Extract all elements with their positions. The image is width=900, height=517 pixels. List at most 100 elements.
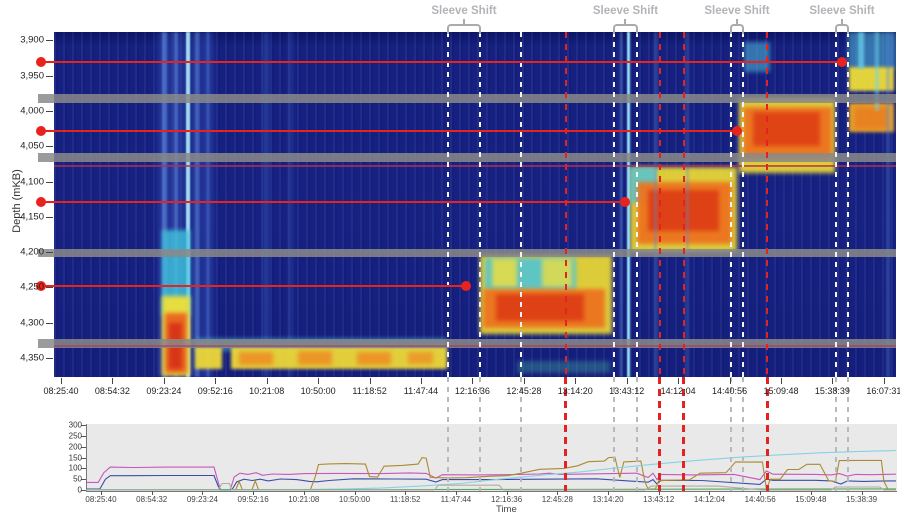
sleeve-shift-label: Sleeve Shift [704, 5, 770, 17]
depth-marker-line [41, 284, 466, 287]
heat-region [874, 32, 880, 112]
casing-gray-bar [38, 338, 896, 349]
heat-region [848, 32, 896, 69]
heat-region [230, 346, 448, 369]
event-dashed-line-white [612, 32, 615, 377]
event-dashed-line-red [766, 32, 768, 377]
bottom-time-tick [608, 491, 610, 495]
heat-region [186, 32, 190, 377]
time-tick [575, 378, 577, 384]
heat-region [407, 352, 433, 364]
depth-tick [46, 111, 53, 113]
time-tick [780, 378, 782, 384]
casing-gray-bar [38, 248, 896, 258]
event-dashed-line-white [834, 32, 837, 377]
time-tick-label: 10:50:00 [300, 386, 336, 396]
bottom-time-tick-label: 11:47:44 [440, 495, 472, 504]
depth-tick-label: 4,000 [20, 105, 44, 117]
casing-gray-bar [38, 152, 896, 162]
heat-region [194, 346, 223, 369]
event-dashed-line-white [729, 32, 732, 377]
event-dashed-line-red-bottom [564, 377, 568, 491]
depth-marker-dot-left [36, 56, 46, 67]
maroon-depth-line [54, 344, 896, 347]
event-dashed-line-gray [520, 377, 522, 491]
bottom-time-tick [760, 491, 762, 495]
bottom-time-tick-label: 09:23:24 [186, 495, 218, 504]
time-tick [883, 378, 885, 384]
time-tick [729, 378, 731, 384]
time-tick-label: 14:12:04 [660, 386, 696, 396]
bottom-time-tick-label: 10:50:00 [338, 495, 371, 504]
time-tick [369, 378, 371, 384]
series-line-magenta [86, 466, 896, 491]
depth-tick-label: 4,100 [20, 176, 44, 188]
bottom-time-tick-label: 11:18:52 [389, 495, 421, 504]
time-tick [215, 378, 217, 384]
depth-tick-label: 4,050 [20, 140, 44, 152]
depth-tick [46, 146, 53, 148]
time-tick-label: 15:38:39 [814, 386, 850, 396]
waterfall-heatmap [54, 32, 896, 377]
bottom-time-tick-label: 09:52:16 [237, 495, 269, 504]
flow-tick [81, 490, 86, 491]
maroon-depth-line [54, 165, 896, 168]
depth-tick [46, 287, 53, 289]
flow-tick-label: 0 [77, 485, 82, 495]
series-line-cyan [86, 449, 896, 491]
time-tick-label: 13:14:20 [557, 386, 593, 396]
time-tick [678, 378, 680, 384]
sleeve-shift-bracket [612, 24, 638, 34]
bottom-time-tick [506, 491, 508, 495]
bottom-time-tick [354, 491, 356, 495]
flow-tick-label: 200 [68, 442, 82, 452]
time-tick [163, 378, 165, 384]
time-tick-label: 13:43:12 [609, 386, 645, 396]
sleeve-shift-bracket [834, 24, 849, 34]
heat-region [744, 41, 770, 73]
event-dashed-line-white [636, 32, 638, 377]
depth-tick-label: 4,200 [20, 246, 44, 258]
time-tick-label: 16:07:31 [866, 386, 900, 396]
event-dashed-line-red [682, 32, 685, 377]
heat-region [885, 32, 891, 377]
event-dashed-line-white [446, 32, 449, 377]
depth-marker-line [41, 201, 625, 204]
heat-region [357, 352, 391, 365]
heat-region [195, 32, 199, 377]
bottom-time-tick [658, 491, 660, 495]
depth-tick-label: 4,250 [20, 281, 44, 293]
flow-tick-label: 150 [68, 453, 82, 463]
bottom-time-tick [861, 491, 863, 495]
bottom-time-tick-label: 08:25:40 [85, 495, 117, 504]
heat-region [653, 32, 657, 377]
bottom-time-tick [253, 491, 255, 495]
depth-tick [46, 216, 53, 218]
sleeve-shift-label: Sleeve Shift [809, 5, 875, 17]
depth-marker-line [41, 60, 842, 63]
heat-region [752, 112, 821, 147]
sleeve-shift-bracket-stem [624, 19, 627, 25]
bottom-time-tick [557, 491, 559, 495]
flow-tick [81, 436, 86, 437]
sleeve-shift-bracket [446, 24, 481, 34]
event-dashed-line-gray [730, 377, 732, 491]
time-tick [626, 378, 628, 384]
depth-tick [46, 252, 53, 254]
flow-tick-label: 250 [68, 431, 82, 441]
time-tick [420, 378, 422, 384]
time-tick-label: 09:52:16 [197, 386, 233, 396]
flow-tick [81, 457, 86, 459]
time-tick-label: 14:40:56 [712, 386, 748, 396]
bottom-time-tick-label: 12:16:36 [491, 495, 523, 504]
heat-region [206, 32, 210, 377]
sleeve-shift-bracket-stem [735, 19, 738, 25]
bottom-time-tick [455, 491, 457, 495]
depth-marker-dot-left [36, 280, 46, 291]
heat-region [491, 259, 518, 288]
flow-tick [81, 425, 86, 427]
time-tick-label: 12:45:28 [506, 386, 542, 396]
time-tick [318, 378, 320, 384]
sleeve-shift-label: Sleeve Shift [592, 5, 659, 17]
bottom-time-tick-label: 10:21:08 [288, 495, 320, 504]
